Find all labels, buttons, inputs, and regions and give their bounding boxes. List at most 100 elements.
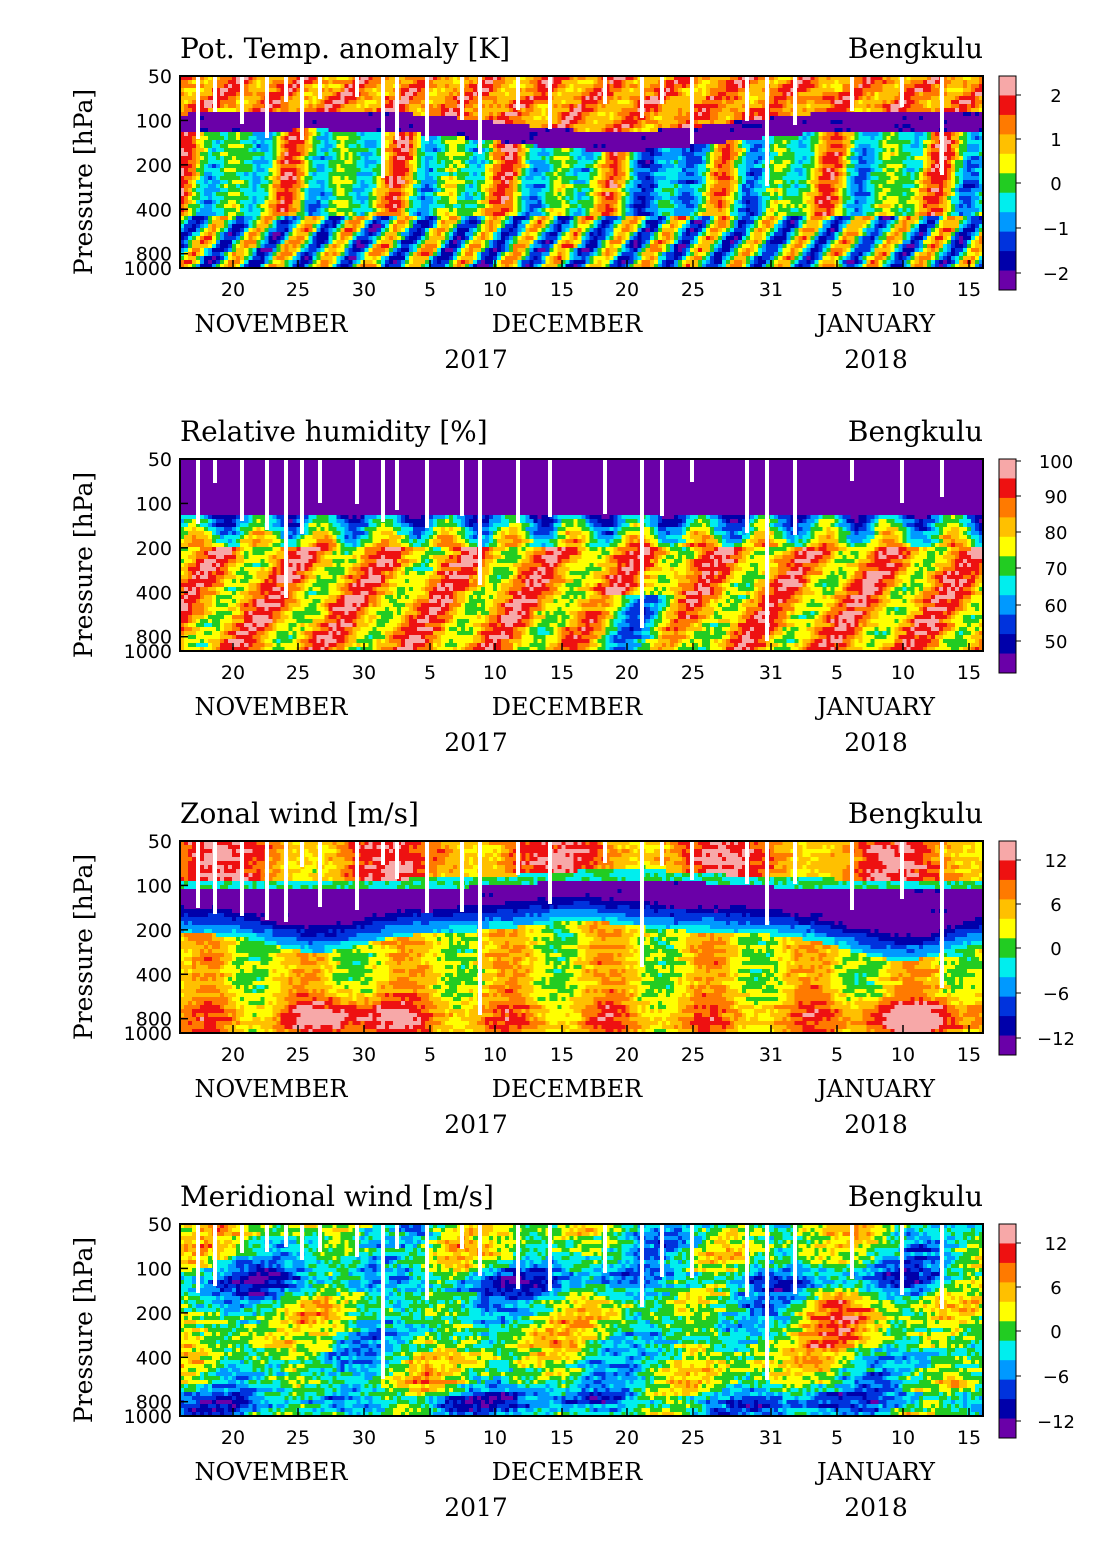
heatmap-cell — [457, 188, 462, 193]
heatmap-cell — [280, 232, 285, 237]
heatmap-cell — [509, 208, 514, 213]
heatmap-cell — [453, 120, 458, 125]
heatmap-cell — [224, 216, 229, 221]
heatmap-cell — [204, 252, 209, 257]
heatmap-cell — [284, 124, 289, 129]
heatmap-cell — [461, 128, 466, 133]
heatmap-cell — [420, 100, 426, 105]
heatmap-cell — [424, 244, 430, 249]
heatmap-cell — [360, 212, 366, 217]
heatmap-cell — [593, 200, 599, 205]
heatmap-cell — [517, 184, 522, 189]
heatmap-cell — [457, 176, 462, 181]
heatmap-cell — [557, 76, 563, 81]
heatmap-cell — [581, 120, 587, 125]
heatmap-cell — [553, 164, 558, 169]
heatmap-cell — [192, 160, 197, 165]
heatmap-cell — [320, 136, 326, 141]
heatmap-cell — [252, 80, 257, 85]
heatmap-cell — [481, 200, 486, 205]
heatmap-cell — [529, 204, 534, 209]
heatmap-cell — [300, 208, 306, 213]
heatmap-cell — [280, 108, 285, 113]
heatmap-cell — [545, 84, 550, 89]
heatmap-cell — [513, 108, 518, 113]
heatmap-cell — [260, 196, 265, 201]
heatmap-cell — [424, 224, 430, 229]
heatmap-cell — [284, 220, 289, 225]
heatmap-cell — [449, 180, 454, 185]
heatmap-cell — [529, 260, 534, 265]
heatmap-cell — [477, 248, 482, 253]
heatmap-cell — [184, 152, 189, 157]
heatmap-cell — [469, 124, 474, 129]
heatmap-cell — [284, 120, 289, 125]
heatmap-cell — [284, 156, 289, 161]
heatmap-cell — [344, 92, 350, 97]
heatmap-cell — [545, 156, 550, 161]
heatmap-cell — [208, 176, 213, 181]
heatmap-cell — [469, 128, 474, 133]
heatmap-cell — [585, 184, 591, 189]
heatmap-cell — [469, 140, 474, 145]
heatmap-cell — [481, 128, 486, 133]
heatmap-cell — [412, 184, 418, 189]
heatmap-cell — [356, 252, 362, 257]
heatmap-cell — [473, 112, 478, 117]
heatmap-cell — [549, 264, 554, 269]
heatmap-cell — [300, 264, 306, 269]
heatmap-cell — [316, 228, 322, 233]
heatmap-cell — [340, 168, 346, 173]
heatmap-cell — [513, 196, 518, 201]
heatmap-cell — [240, 248, 245, 253]
heatmap-cell — [380, 256, 386, 261]
heatmap-cell — [324, 208, 330, 213]
heatmap-cell — [400, 132, 406, 137]
heatmap-cell — [469, 260, 474, 265]
heatmap-cell — [489, 112, 494, 117]
heatmap-cell — [256, 172, 261, 177]
heatmap-cell — [256, 104, 261, 109]
heatmap-cell — [396, 192, 402, 197]
heatmap-cell — [473, 176, 478, 181]
heatmap-cell — [320, 76, 326, 81]
heatmap-cell — [557, 212, 563, 217]
heatmap-cell — [244, 148, 249, 153]
heatmap-cell — [228, 84, 233, 89]
heatmap-cell — [244, 228, 249, 233]
heatmap-cell — [292, 188, 298, 193]
heatmap-cell — [296, 160, 302, 165]
heatmap-cell — [469, 80, 474, 85]
heatmap-cell — [485, 212, 490, 217]
heatmap-cell — [541, 132, 546, 137]
heatmap-cell — [192, 152, 197, 157]
heatmap-cell — [453, 124, 458, 129]
heatmap-cell — [352, 228, 358, 233]
heatmap-cell — [324, 176, 330, 181]
heatmap-cell — [513, 252, 518, 257]
heatmap-cell — [505, 196, 510, 201]
heatmap-cell — [569, 224, 575, 229]
heatmap-cell — [400, 172, 406, 177]
heatmap-cell — [416, 156, 422, 161]
heatmap-cell — [561, 192, 567, 197]
heatmap-cell — [453, 96, 458, 101]
heatmap-cell — [384, 220, 390, 225]
heatmap-cell — [344, 192, 350, 197]
heatmap-cell — [589, 216, 595, 221]
heatmap-cell — [344, 264, 350, 269]
heatmap-cell — [545, 184, 550, 189]
heatmap-cell — [473, 124, 478, 129]
heatmap-cell — [432, 120, 438, 125]
heatmap-cell — [557, 136, 563, 141]
heatmap-cell — [196, 196, 201, 201]
heatmap-cell — [340, 184, 346, 189]
heatmap-cell — [428, 188, 434, 193]
heatmap-cell — [529, 132, 534, 137]
heatmap-cell — [465, 188, 470, 193]
heatmap-cell — [593, 216, 599, 221]
heatmap-cell — [392, 204, 398, 209]
heatmap-cell — [248, 136, 253, 141]
heatmap-cell — [533, 88, 538, 93]
heatmap-cell — [260, 188, 265, 193]
